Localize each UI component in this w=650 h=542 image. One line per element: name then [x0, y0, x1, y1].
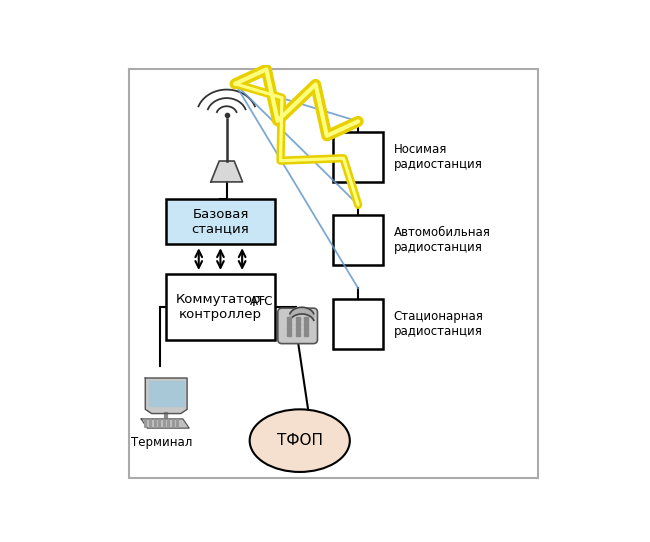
- Text: Базовая
станция: Базовая станция: [192, 208, 250, 236]
- Text: ТФОП: ТФОП: [277, 433, 323, 448]
- Text: Носимая
радиостанция: Носимая радиостанция: [394, 143, 482, 171]
- Text: Автомобильная
радиостанция: Автомобильная радиостанция: [394, 227, 491, 254]
- Polygon shape: [146, 378, 187, 414]
- Text: Коммутатор-
контроллер: Коммутатор- контроллер: [176, 293, 266, 321]
- Text: Стационарная
радиостанция: Стационарная радиостанция: [394, 310, 484, 338]
- Polygon shape: [149, 382, 184, 406]
- Bar: [166, 198, 275, 244]
- FancyBboxPatch shape: [278, 308, 317, 344]
- Bar: [333, 215, 384, 266]
- Polygon shape: [211, 161, 242, 182]
- Text: АТС: АТС: [250, 295, 274, 308]
- Polygon shape: [141, 419, 189, 428]
- Text: Терминал: Терминал: [131, 436, 192, 449]
- Bar: [333, 299, 384, 349]
- Ellipse shape: [250, 409, 350, 472]
- Bar: [333, 132, 384, 182]
- Polygon shape: [290, 307, 314, 320]
- Bar: [166, 274, 275, 340]
